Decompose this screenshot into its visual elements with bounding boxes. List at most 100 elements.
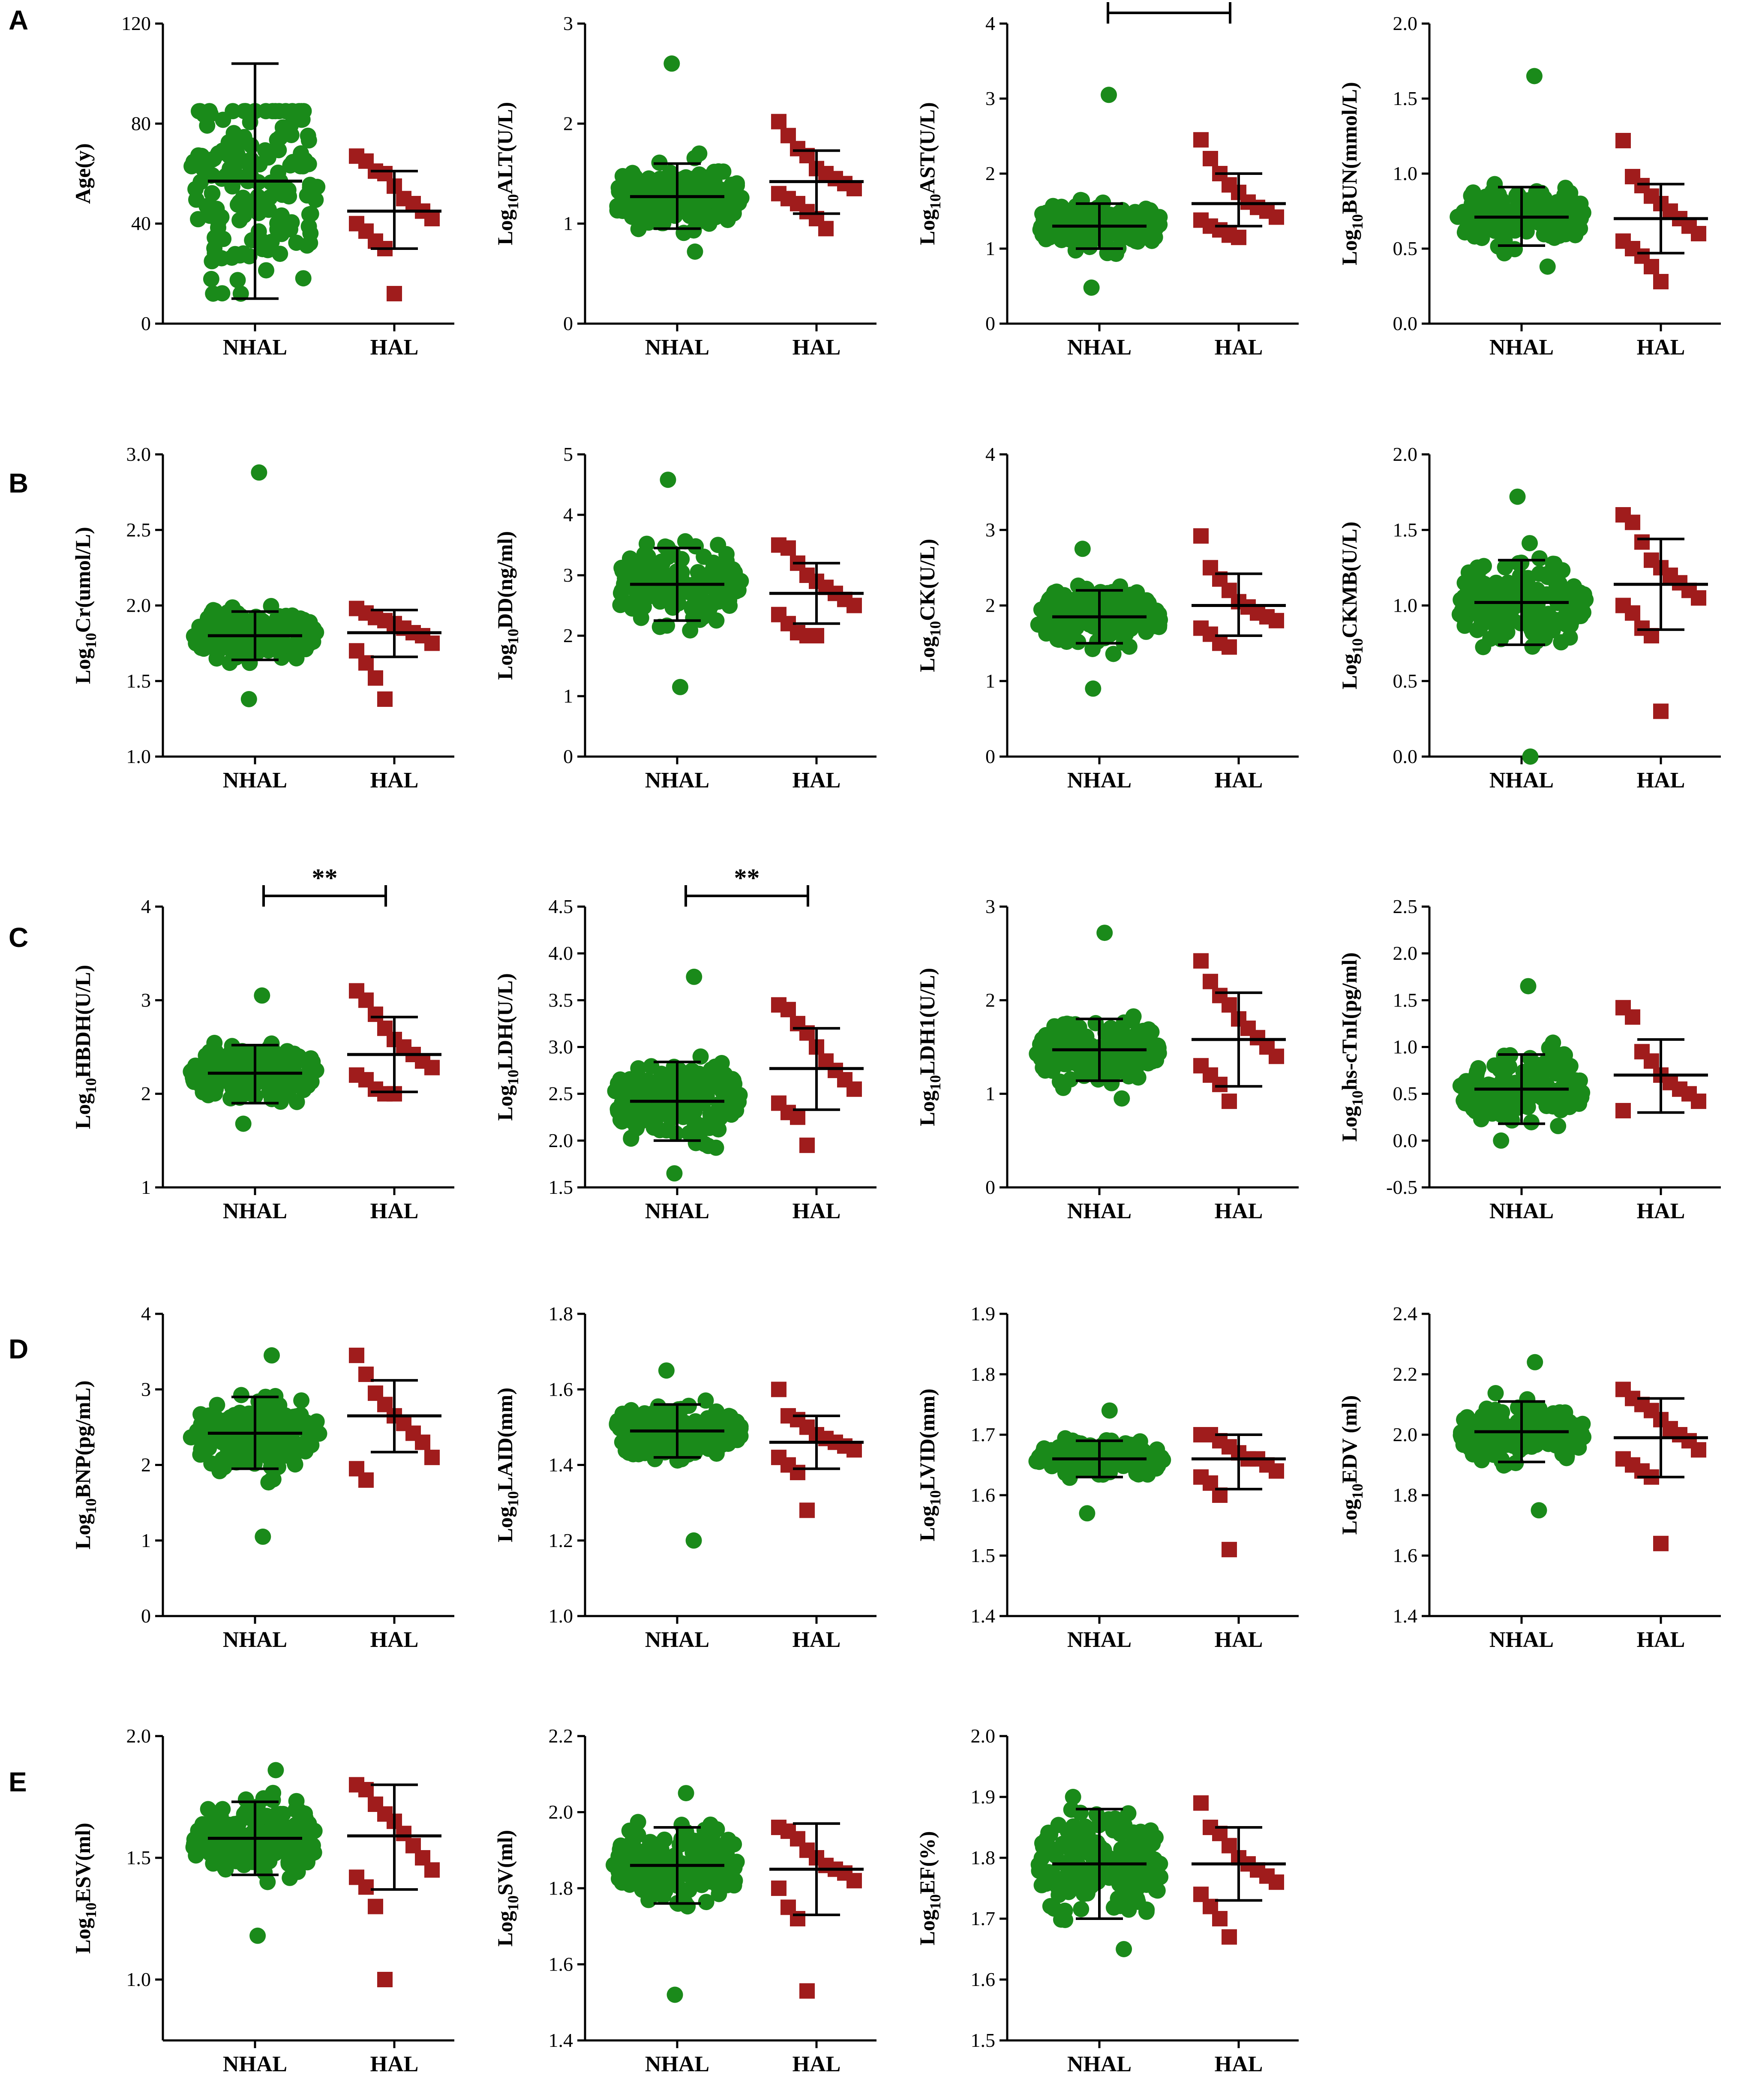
nhal-point (305, 179, 322, 195)
nhal-point (1152, 1869, 1169, 1885)
nhal-point (700, 600, 717, 617)
nhal-point (255, 1528, 271, 1545)
y-tick-label: 2.0 (1393, 942, 1418, 964)
nhal-point (1103, 1075, 1120, 1091)
y-axis-label: Log10CKMB(U/L) (1337, 522, 1366, 690)
nhal-point (255, 1790, 272, 1807)
y-tick-label: 4 (141, 895, 151, 917)
nhal-point (629, 579, 646, 596)
hal-point (846, 1442, 862, 1458)
nhal-point (268, 1806, 285, 1823)
nhal-points (612, 472, 749, 695)
nhal-point (1148, 1052, 1165, 1069)
hal-point (799, 1983, 815, 1999)
y-tick-label: 4 (563, 504, 573, 526)
nhal-point (1135, 1022, 1152, 1039)
y-tick-label: 2.2 (1393, 1363, 1418, 1385)
nhal-point (262, 1822, 279, 1839)
hal-point (415, 1434, 430, 1450)
x-tick-label: NHAL (1067, 768, 1132, 793)
x-tick-label: NHAL (645, 1628, 709, 1652)
nhal-point (1475, 605, 1491, 622)
x-tick-label: HAL (1215, 1628, 1263, 1652)
nhal-point (1061, 1462, 1078, 1478)
nhal-point (645, 177, 662, 194)
nhal-point (719, 1839, 736, 1855)
nhal-point (1475, 639, 1492, 655)
nhal-point (1459, 600, 1476, 617)
nhal-point (240, 691, 257, 707)
nhal-point (1545, 1034, 1561, 1051)
x-tick-label: HAL (792, 1199, 841, 1223)
nhal-point (253, 232, 270, 249)
nhal-point (708, 570, 724, 587)
hal-point (1644, 1053, 1659, 1069)
y-tick-label: 1.0 (1393, 595, 1418, 616)
x-tick-label: NHAL (1489, 1199, 1554, 1223)
x-tick-label: HAL (370, 768, 419, 793)
y-tick-label: 0 (141, 312, 151, 334)
y-tick-label: 1.6 (549, 1953, 573, 1975)
hal-point (809, 628, 824, 643)
hal-point (1615, 1103, 1631, 1118)
nhal-point (682, 622, 699, 639)
nhal-point (718, 553, 735, 569)
x-tick-label: HAL (792, 768, 841, 793)
nhal-point (211, 1463, 228, 1479)
y-tick-label: 0 (563, 312, 573, 334)
hal-point (1212, 1911, 1228, 1926)
nhal-points (1032, 87, 1168, 296)
y-tick-label: 3.0 (549, 1036, 573, 1058)
nhal-point (710, 1121, 727, 1138)
nhal-point (1458, 1419, 1475, 1436)
chart-panel-6: 0 1 2 3 4 5 NHAL HAL Log10DD(ng/ml) (493, 443, 877, 793)
nhal-point (714, 1866, 730, 1883)
hal-points (1615, 133, 1706, 289)
hal-point (1193, 1795, 1209, 1811)
nhal-point (1534, 1431, 1551, 1448)
nhal-point (1147, 1829, 1164, 1846)
chart-panel-2: 0 1 2 3 NHAL HAL Log10ALT(U/L) (493, 12, 877, 360)
hal-point (771, 1382, 786, 1397)
nhal-point (303, 1073, 320, 1090)
nhal-point (677, 533, 693, 550)
y-tick-label: 2.2 (549, 1725, 573, 1747)
nhal-point (235, 1115, 252, 1132)
hal-point (1203, 973, 1218, 989)
hal-points (349, 148, 440, 301)
nhal-point (1063, 1829, 1080, 1845)
hal-point (790, 1911, 805, 1926)
nhal-point (240, 166, 257, 183)
nhal-point (1526, 1059, 1543, 1075)
y-axis-label: Log10BUN(mmol/L) (1337, 82, 1366, 265)
nhal-point (1497, 1063, 1513, 1079)
nhal-point (657, 1883, 673, 1899)
nhal-point (1487, 1385, 1504, 1401)
nhal-point (1101, 1402, 1118, 1419)
nhal-point (1057, 1902, 1073, 1919)
nhal-point (719, 1072, 735, 1089)
hal-point (1269, 1048, 1284, 1064)
nhal-point (1073, 211, 1090, 228)
nhal-point (1129, 233, 1146, 250)
hal-point (1193, 132, 1209, 148)
nhal-point (287, 1839, 304, 1855)
nhal-point (1145, 1455, 1162, 1472)
nhal-point (291, 1803, 308, 1820)
nhal-point (1084, 641, 1101, 657)
hal-point (771, 1881, 786, 1896)
nhal-point (627, 196, 644, 213)
hal-point (377, 1972, 393, 1987)
hal-point (1634, 534, 1650, 550)
nhal-point (192, 103, 208, 120)
nhal-points (183, 1347, 327, 1545)
nhal-point (183, 158, 200, 174)
nhal-point (624, 600, 641, 617)
nhal-point (232, 1431, 249, 1448)
row-label-a: A (9, 5, 29, 36)
chart-panel-7: 0 1 2 3 4 NHAL HAL Log10CK(U/L) (915, 443, 1299, 793)
hal-point (846, 598, 862, 613)
nhal-point (655, 215, 672, 231)
nhal-point (220, 1854, 237, 1870)
nhal-point (619, 1429, 636, 1446)
